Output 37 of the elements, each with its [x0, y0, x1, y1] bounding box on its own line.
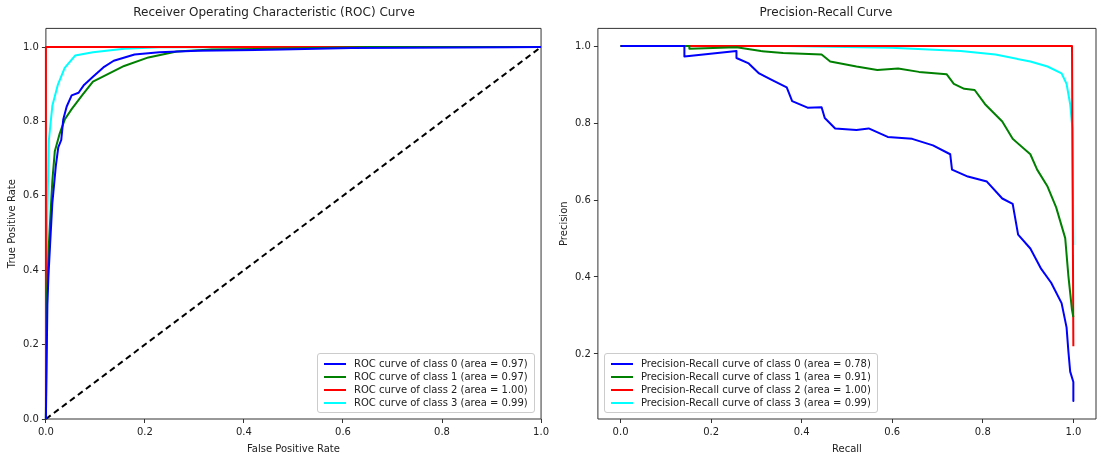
- y-tick-label: 0.4: [23, 263, 39, 275]
- x-tick-label: 0.4: [793, 425, 810, 437]
- x-tick-label: 0.6: [884, 425, 901, 437]
- x-tick-label: 1.0: [1065, 425, 1082, 437]
- chart-title: Precision-Recall Curve: [759, 5, 893, 20]
- y-tick-label: 0.4: [575, 270, 591, 282]
- y-tick-label: 0.8: [575, 116, 591, 128]
- x-axis-title: Recall: [832, 442, 862, 454]
- x-tick-label: 0.4: [236, 425, 252, 437]
- legend-label: Precision-Recall curve of class 3 (area = 0.99): [640, 397, 871, 408]
- legend-label: Precision-Recall curve of class 0 (area = 0.78): [640, 358, 871, 369]
- legend-label: ROC curve of class 2 (area = 1.00): [354, 384, 528, 395]
- y-tick-label: 0.6: [23, 189, 39, 201]
- y-tick-label: 0.2: [23, 338, 39, 350]
- y-axis-title: Precision: [557, 201, 569, 247]
- x-axis-title: False Positive Rate: [247, 442, 340, 454]
- y-tick-label: 0.2: [575, 347, 591, 359]
- x-tick-label: 0.8: [974, 425, 991, 437]
- x-tick-label: 0.0: [37, 425, 54, 437]
- x-tick-label: 0.0: [612, 425, 629, 437]
- x-tick-label: 0.6: [335, 425, 351, 437]
- y-tick-label: 0.0: [23, 412, 39, 424]
- legend-label: ROC curve of class 0 (area = 0.97): [354, 358, 528, 369]
- y-tick-label: 0.8: [23, 114, 39, 126]
- chart-title: Receiver Operating Characteristic (ROC) Curve: [133, 5, 415, 20]
- y-tick-label: 1.0: [23, 40, 39, 52]
- y-tick-label: 1.0: [575, 39, 591, 51]
- y-tick-label: 0.6: [575, 193, 591, 205]
- x-tick-label: 0.2: [703, 425, 720, 437]
- x-tick-label: 1.0: [533, 425, 549, 437]
- legend-label: Precision-Recall curve of class 2 (area = 1.00): [640, 384, 871, 395]
- x-tick-label: 0.8: [434, 425, 450, 437]
- y-axis-title: True Positive Rate: [5, 179, 17, 270]
- legend-label: Precision-Recall curve of class 1 (area = 0.91): [640, 371, 871, 382]
- legend-label: ROC curve of class 1 (area = 0.97): [354, 371, 528, 382]
- x-tick-label: 0.2: [136, 425, 153, 437]
- legend-label: ROC curve of class 3 (area = 0.99): [354, 397, 528, 408]
